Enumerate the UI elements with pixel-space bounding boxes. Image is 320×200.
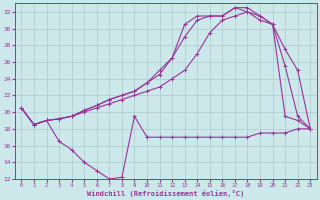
X-axis label: Windchill (Refroidissement éolien,°C): Windchill (Refroidissement éolien,°C) [87,190,244,197]
